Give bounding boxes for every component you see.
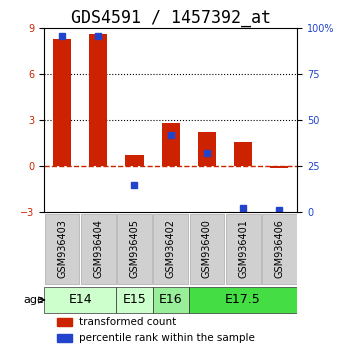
Text: GSM936403: GSM936403 [57,219,67,278]
Bar [270,166,288,169]
Text: GSM936402: GSM936402 [166,219,176,278]
Text: GSM936404: GSM936404 [93,219,103,278]
Bar [57,334,72,342]
FancyBboxPatch shape [190,214,224,284]
Bar [162,123,180,166]
Bar [125,155,144,166]
Text: GSM936405: GSM936405 [129,219,140,278]
Text: GSM936401: GSM936401 [238,219,248,278]
FancyBboxPatch shape [153,214,188,284]
Text: GSM936400: GSM936400 [202,219,212,278]
Text: percentile rank within the sample: percentile rank within the sample [79,333,255,343]
FancyBboxPatch shape [44,287,116,313]
Bar [89,34,107,166]
Title: GDS4591 / 1457392_at: GDS4591 / 1457392_at [71,9,271,27]
Bar [198,132,216,166]
Bar [53,39,71,166]
Text: age: age [23,295,44,305]
FancyBboxPatch shape [152,287,189,313]
Text: E17.5: E17.5 [225,293,261,307]
Bar [234,142,252,166]
FancyBboxPatch shape [116,287,152,313]
Text: E15: E15 [123,293,146,307]
FancyBboxPatch shape [117,214,152,284]
Text: transformed count: transformed count [79,317,177,327]
FancyBboxPatch shape [81,214,116,284]
Bar [57,318,72,326]
Text: GSM936406: GSM936406 [274,219,284,278]
Text: E16: E16 [159,293,183,307]
FancyBboxPatch shape [45,214,79,284]
FancyBboxPatch shape [226,214,261,284]
FancyBboxPatch shape [189,287,297,313]
FancyBboxPatch shape [262,214,297,284]
Text: E14: E14 [68,293,92,307]
